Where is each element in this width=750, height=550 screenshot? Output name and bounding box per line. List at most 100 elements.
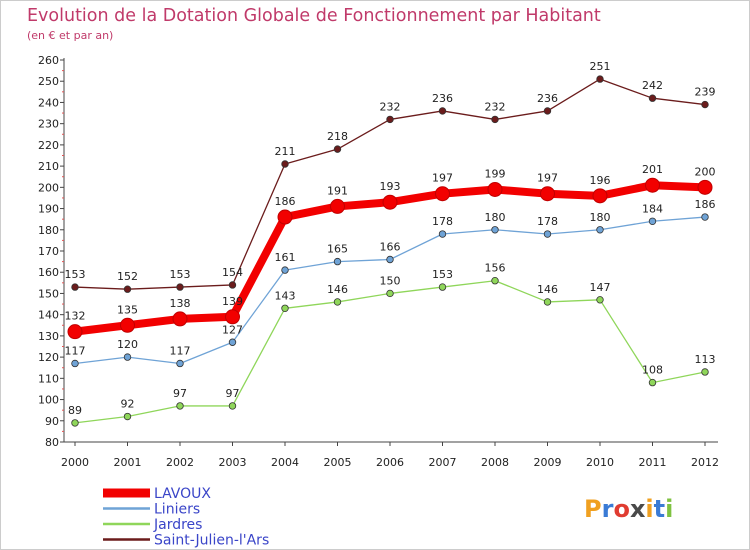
x-tick-label: 2001 bbox=[114, 456, 142, 469]
data-point-liniers bbox=[176, 359, 184, 368]
data-point-lavoux bbox=[697, 179, 713, 195]
data-label-lavoux: 201 bbox=[642, 163, 663, 176]
data-label-jardres: 146 bbox=[327, 283, 348, 296]
data-point-saint-julien-l-ars bbox=[333, 145, 342, 153]
x-tick-label: 2007 bbox=[429, 456, 457, 469]
data-label-jardres: 146 bbox=[537, 283, 558, 296]
y-tick-label: 140 bbox=[38, 309, 59, 322]
y-tick-label: 240 bbox=[38, 96, 59, 109]
data-label-lavoux: 197 bbox=[537, 172, 558, 185]
proxiti-logo: Proxiti bbox=[584, 495, 673, 523]
data-point-lavoux bbox=[645, 177, 660, 193]
axes: 8090100110120130140150160170180190200210… bbox=[38, 54, 719, 469]
data-point-jardres bbox=[491, 277, 499, 285]
data-point-saint-julien-l-ars bbox=[491, 115, 499, 124]
y-tick-label: 260 bbox=[38, 54, 59, 67]
data-label-jardres: 156 bbox=[485, 262, 506, 275]
data-label-saint-julien-l-ars: 232 bbox=[380, 100, 401, 113]
data-label-liniers: 117 bbox=[170, 344, 191, 357]
data-point-jardres bbox=[228, 402, 237, 410]
data-label-saint-julien-l-ars: 236 bbox=[537, 92, 558, 105]
data-point-lavoux bbox=[277, 209, 293, 225]
data-point-saint-julien-l-ars bbox=[543, 107, 552, 115]
y-tick-label: 130 bbox=[38, 330, 59, 343]
data-point-lavoux bbox=[592, 188, 608, 204]
data-label-jardres: 108 bbox=[642, 364, 663, 377]
x-tick-label: 2011 bbox=[639, 456, 667, 469]
y-tick-label: 220 bbox=[38, 139, 59, 152]
data-point-lavoux bbox=[172, 311, 188, 327]
data-label-liniers: 180 bbox=[590, 211, 611, 224]
y-tick-label: 160 bbox=[38, 266, 59, 279]
data-label-jardres: 147 bbox=[590, 281, 611, 294]
y-tick-label: 180 bbox=[38, 224, 59, 237]
x-tick-label: 2009 bbox=[534, 456, 562, 469]
data-label-lavoux: 139 bbox=[222, 295, 243, 308]
data-point-lavoux bbox=[67, 324, 83, 340]
y-tick-label: 90 bbox=[45, 415, 59, 428]
chart-title: Evolution de la Dotation Globale de Fonc… bbox=[27, 6, 601, 26]
data-label-liniers: 161 bbox=[275, 251, 296, 264]
data-labels: 153 152 153 154 211 218 232 236 232 236 251 242 239 8… bbox=[65, 60, 716, 417]
data-point-liniers bbox=[648, 217, 657, 225]
data-label-lavoux: 132 bbox=[65, 310, 86, 323]
data-label-liniers: 178 bbox=[432, 215, 453, 228]
data-point-jardres bbox=[71, 419, 79, 427]
data-label-jardres: 92 bbox=[121, 398, 135, 411]
data-label-liniers: 166 bbox=[380, 240, 401, 253]
data-label-saint-julien-l-ars: 154 bbox=[222, 266, 243, 279]
data-label-liniers: 117 bbox=[65, 344, 86, 357]
data-point-lavoux bbox=[225, 309, 240, 325]
legend-label-lavoux: LAVOUX bbox=[154, 486, 211, 502]
data-label-liniers: 178 bbox=[537, 215, 558, 228]
data-point-jardres bbox=[333, 298, 342, 306]
data-point-jardres bbox=[701, 368, 709, 376]
data-point-jardres bbox=[176, 402, 184, 410]
data-label-saint-julien-l-ars: 242 bbox=[642, 79, 663, 92]
data-point-lavoux bbox=[435, 186, 450, 202]
y-tick-label: 120 bbox=[38, 351, 59, 364]
data-point-saint-julien-l-ars bbox=[123, 285, 132, 293]
data-point-lavoux bbox=[120, 317, 135, 333]
data-point-jardres bbox=[438, 283, 447, 291]
data-point-saint-julien-l-ars bbox=[386, 115, 394, 124]
data-point-saint-julien-l-ars bbox=[648, 94, 657, 102]
x-tick-label: 2004 bbox=[271, 456, 299, 469]
data-point-liniers bbox=[71, 359, 79, 368]
y-tick-label: 250 bbox=[38, 75, 59, 88]
data-label-saint-julien-l-ars: 152 bbox=[117, 270, 138, 283]
logo-letter: r bbox=[602, 495, 614, 523]
series-saint-julien-l-ars bbox=[71, 75, 709, 293]
data-point-saint-julien-l-ars bbox=[176, 283, 184, 291]
logo-text: Proxiti bbox=[584, 495, 673, 523]
data-point-liniers bbox=[438, 230, 447, 238]
series-liniers bbox=[71, 213, 709, 368]
data-label-liniers: 186 bbox=[695, 198, 716, 211]
data-point-liniers bbox=[228, 338, 237, 346]
data-label-saint-julien-l-ars: 251 bbox=[590, 60, 611, 73]
data-label-lavoux: 193 bbox=[380, 180, 401, 193]
data-label-lavoux: 199 bbox=[485, 167, 506, 180]
data-point-jardres bbox=[123, 412, 132, 421]
data-point-jardres bbox=[281, 304, 289, 312]
data-point-liniers bbox=[491, 226, 499, 234]
x-tick-label: 2002 bbox=[166, 456, 194, 469]
data-point-liniers bbox=[333, 257, 342, 266]
y-tick-label: 110 bbox=[38, 372, 59, 385]
logo-letter: o bbox=[613, 495, 630, 523]
data-label-saint-julien-l-ars: 232 bbox=[485, 100, 506, 113]
x-tick-label: 2010 bbox=[586, 456, 614, 469]
data-label-liniers: 127 bbox=[222, 323, 243, 336]
data-label-lavoux: 138 bbox=[170, 297, 191, 310]
data-point-liniers bbox=[386, 255, 394, 264]
data-label-jardres: 97 bbox=[226, 387, 240, 400]
data-point-saint-julien-l-ars bbox=[701, 100, 709, 109]
logo-letter: P bbox=[584, 495, 602, 523]
x-tick-label: 2000 bbox=[61, 456, 89, 469]
data-point-liniers bbox=[123, 353, 132, 361]
data-point-lavoux bbox=[330, 198, 345, 214]
x-tick-label: 2008 bbox=[481, 456, 509, 469]
data-label-saint-julien-l-ars: 236 bbox=[432, 92, 453, 105]
